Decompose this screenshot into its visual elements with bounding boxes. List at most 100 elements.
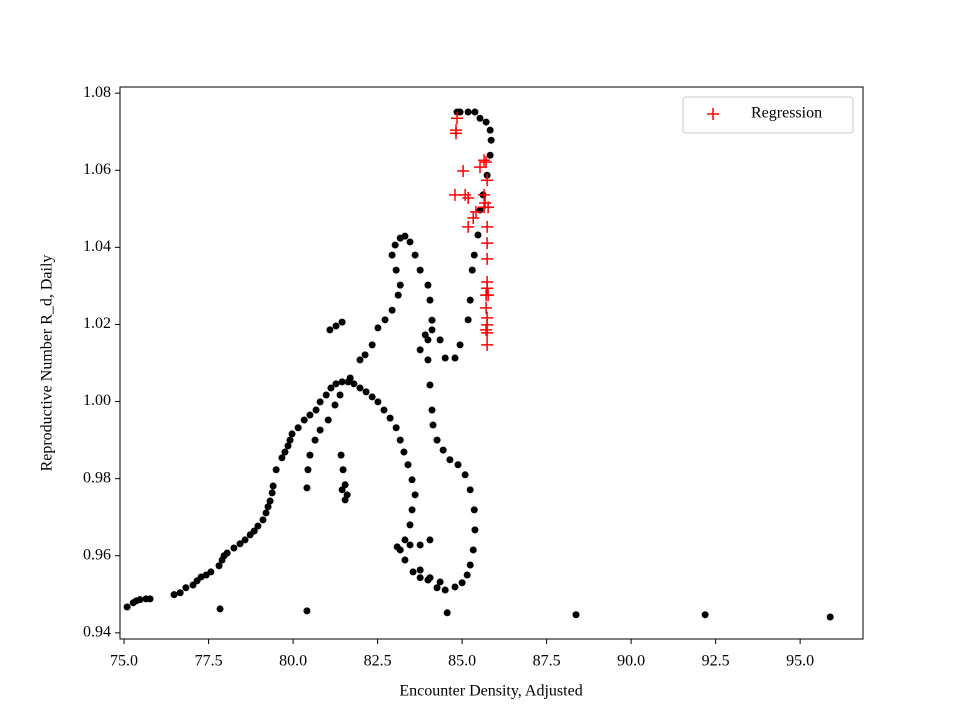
dot-marker (356, 384, 364, 392)
x-tick-label: 75.0 (110, 653, 138, 670)
dot-marker (123, 603, 131, 611)
y-tick-label: 1.08 (83, 84, 111, 101)
dot-marker (332, 380, 340, 388)
plus-marker (481, 326, 494, 339)
dot-marker (429, 421, 437, 429)
plus-marker (480, 156, 493, 169)
dot-marker (486, 151, 494, 159)
dot-marker (215, 562, 223, 570)
dot-marker (341, 496, 349, 504)
dot-marker (416, 541, 424, 549)
dot-marker (316, 398, 324, 406)
dot-marker (426, 536, 434, 544)
dot-marker (421, 331, 429, 339)
dot-marker (416, 266, 424, 274)
dot-marker (331, 401, 339, 409)
plus-marker (481, 338, 494, 351)
dot-marker (416, 566, 424, 574)
dot-marker (392, 424, 400, 432)
dot-marker (482, 118, 490, 126)
dot-marker (572, 611, 580, 619)
x-tick-label: 80.0 (279, 653, 307, 670)
dot-marker (401, 556, 409, 564)
dot-marker (476, 114, 484, 122)
dot-marker (361, 351, 369, 359)
y-tick-label: 1.00 (83, 392, 111, 409)
dot-marker (306, 451, 314, 459)
dot-marker (411, 251, 419, 259)
dot-marker (286, 436, 294, 444)
dot-marker (368, 393, 376, 401)
dot-marker (316, 426, 324, 434)
dot-marker (474, 231, 482, 239)
dot-marker (341, 481, 349, 489)
plus-marker (448, 188, 461, 201)
dot-marker (230, 544, 238, 552)
dot-marker (396, 234, 404, 242)
dot-marker (469, 546, 477, 554)
dot-marker (332, 322, 340, 330)
dot-marker (424, 356, 432, 364)
dot-marker (424, 281, 432, 289)
dot-marker (428, 406, 436, 414)
dot-marker (408, 476, 416, 484)
dot-marker (409, 568, 417, 576)
dot-marker (284, 442, 292, 450)
plus-marker (482, 289, 495, 302)
dot-marker (396, 436, 404, 444)
dot-marker (170, 591, 178, 599)
dot-marker (288, 430, 296, 438)
plus-marker (467, 212, 480, 225)
plus-marker (481, 174, 494, 187)
dot-marker (466, 486, 474, 494)
dot-marker (428, 316, 436, 324)
dot-marker (446, 456, 454, 464)
dot-marker (269, 482, 277, 490)
dot-marker (433, 584, 441, 592)
plus-marker (469, 205, 482, 218)
dot-marker (223, 549, 231, 557)
plus-marker (478, 154, 491, 167)
dot-marker (470, 251, 478, 259)
dot-marker (362, 388, 370, 396)
dot-marker (350, 380, 358, 388)
dot-marker (426, 381, 434, 389)
dot-marker (268, 489, 276, 497)
dot-marker (396, 281, 404, 289)
dot-marker (322, 391, 330, 399)
dot-marker (451, 583, 459, 591)
dot-marker (464, 108, 472, 116)
dot-marker (303, 607, 311, 615)
plus-marker (462, 220, 475, 233)
dot-marker (464, 316, 472, 324)
x-axis-label: Encounter Density, Adjusted (399, 683, 582, 700)
dot-marker (146, 595, 154, 603)
dot-marker (337, 451, 345, 459)
dot-marker (236, 540, 244, 548)
dot-marker (294, 424, 302, 432)
dot-marker (392, 266, 400, 274)
dot-marker (300, 416, 308, 424)
x-tick-label: 90.0 (617, 653, 645, 670)
dot-marker (439, 446, 447, 454)
dot-marker (470, 506, 478, 514)
dot-marker (380, 406, 388, 414)
dot-marker (436, 578, 444, 586)
plus-marker (481, 220, 494, 233)
dot-marker (456, 341, 464, 349)
dot-marker (406, 238, 414, 246)
dot-marker (453, 108, 461, 116)
dot-marker (441, 354, 449, 362)
dot-marker (324, 416, 332, 424)
dot-marker (388, 251, 396, 259)
dot-marker (338, 486, 346, 494)
dot-marker (426, 296, 434, 304)
plus-marker (474, 161, 487, 174)
x-tick-label: 82.5 (364, 653, 392, 670)
dot-marker (408, 506, 416, 514)
y-tick-label: 1.02 (83, 315, 111, 332)
dot-marker (312, 406, 320, 414)
dot-marker (326, 326, 334, 334)
dot-marker (416, 346, 424, 354)
plus-marker (481, 252, 494, 265)
